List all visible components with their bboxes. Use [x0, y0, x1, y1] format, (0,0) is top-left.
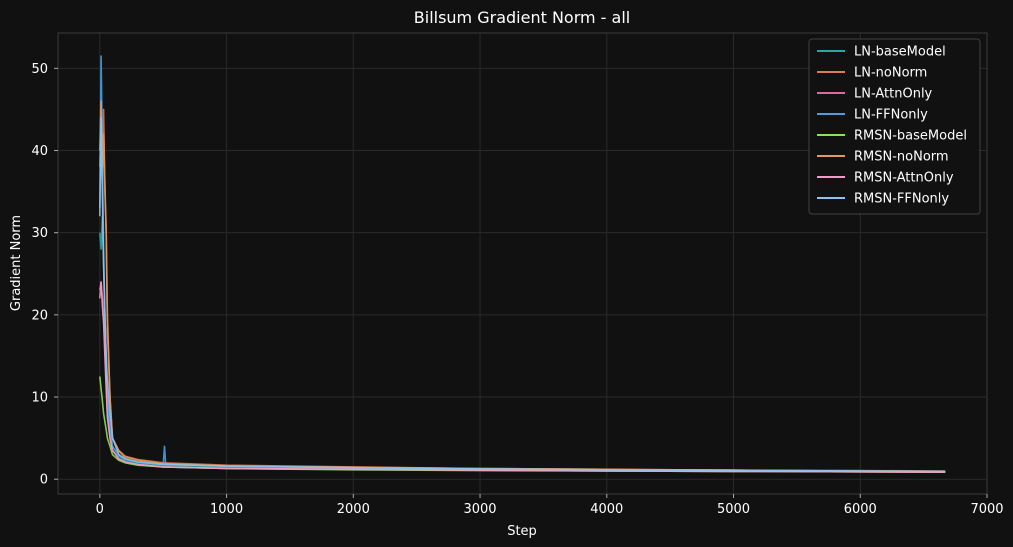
y-tick-label: 10: [31, 391, 48, 406]
series-line-rmsn-attnonly: [99, 281, 946, 474]
y-tick-label: 40: [31, 144, 48, 159]
y-tick-label: 20: [31, 308, 48, 323]
plot-area-frame: [57, 32, 988, 495]
legend-label: RMSN-noNorm: [854, 150, 949, 165]
x-tick-label: 3000: [463, 502, 496, 517]
x-tick-label: 7000: [970, 502, 1003, 517]
legend-label: RMSN-AttnOnly: [854, 171, 954, 186]
legend-label: LN-AttnOnly: [854, 87, 933, 102]
chart-title: Billsum Gradient Norm - all: [414, 8, 630, 27]
legend-label: LN-baseModel: [854, 45, 946, 60]
legend-label: RMSN-baseModel: [854, 129, 967, 144]
series-layer: [99, 55, 946, 474]
x-tick-label: 2000: [337, 502, 370, 517]
x-tick-label: 4000: [590, 502, 623, 517]
x-tick-label: 0: [96, 502, 104, 517]
x-axis-label: Step: [507, 524, 537, 539]
y-tick-label: 0: [40, 473, 48, 488]
legend: LN-baseModel LN-noNorm LN-AttnOnly LN-FFNon…: [808, 38, 981, 215]
legend-label: LN-FFNonly: [854, 108, 928, 123]
y-tick-label: 30: [31, 226, 48, 241]
x-tick-label: 5000: [717, 502, 750, 517]
y-tick-label: 50: [31, 62, 48, 77]
legend-box: [808, 38, 981, 215]
tick-layer: 0 1000 2000 3000 4000 5000 6000 7000 0 10 20 30 40 50: [31, 62, 1003, 517]
x-tick-label: 6000: [844, 502, 877, 517]
legend-label: LN-noNorm: [854, 66, 927, 81]
series-line-rmsn-ffnonly: [99, 116, 946, 473]
x-tick-label: 1000: [210, 502, 243, 517]
legend-label: RMSN-FFNonly: [854, 192, 949, 207]
y-axis-label: Gradient Norm: [9, 215, 24, 311]
